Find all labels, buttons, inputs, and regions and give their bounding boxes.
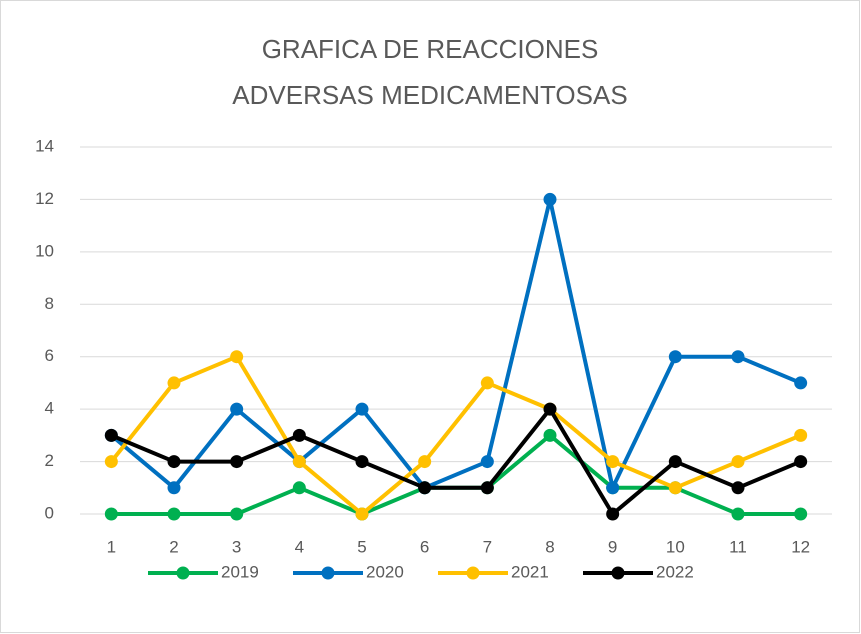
data-point <box>418 455 432 469</box>
data-point <box>606 481 620 495</box>
data-point <box>418 481 432 495</box>
data-point <box>104 507 118 521</box>
series-line <box>110 407 802 516</box>
data-point <box>292 481 306 495</box>
data-point <box>167 455 181 469</box>
data-point <box>104 455 118 469</box>
data-point <box>480 455 494 469</box>
chart-title: GRAFICA DE REACCIONES ADVERSAS MEDICAMEN… <box>232 34 628 110</box>
data-point <box>167 481 181 495</box>
x-tick-label: 4 <box>295 537 304 556</box>
legend-marker <box>176 566 190 580</box>
data-point <box>606 507 620 521</box>
y-tick-label: 2 <box>45 451 54 470</box>
data-point <box>230 507 244 521</box>
data-point <box>480 376 494 390</box>
x-tick-label: 8 <box>545 537 554 556</box>
data-point <box>731 455 745 469</box>
data-point <box>230 402 244 416</box>
data-point <box>480 481 494 495</box>
data-point <box>731 507 745 521</box>
legend-marker <box>321 566 335 580</box>
data-point <box>355 455 369 469</box>
legend-label: 2019 <box>221 562 259 581</box>
data-point <box>543 428 557 442</box>
data-point <box>794 428 808 442</box>
data-point <box>355 507 369 521</box>
data-point <box>606 455 620 469</box>
x-tick-label: 12 <box>791 537 810 556</box>
data-point <box>355 402 369 416</box>
legend-marker <box>466 566 480 580</box>
legend-label: 2020 <box>366 562 404 581</box>
y-tick-label: 12 <box>35 189 54 208</box>
data-point <box>668 481 682 495</box>
y-tick-label: 4 <box>45 399 54 418</box>
data-point <box>668 455 682 469</box>
data-point <box>104 428 118 442</box>
x-tick-label: 9 <box>608 537 617 556</box>
y-tick-label: 14 <box>35 136 54 155</box>
legend-marker <box>611 566 625 580</box>
data-point <box>794 455 808 469</box>
x-tick-label: 3 <box>232 537 241 556</box>
x-tick-label: 2 <box>169 537 178 556</box>
data-point <box>167 507 181 521</box>
x-tick-label: 11 <box>729 537 747 556</box>
data-point <box>794 507 808 521</box>
data-point <box>230 455 244 469</box>
data-point <box>731 350 745 364</box>
y-tick-label: 8 <box>45 294 54 313</box>
data-point <box>543 402 557 416</box>
x-tick-label: 1 <box>107 537 116 556</box>
series-line <box>109 354 802 516</box>
x-tick-label: 5 <box>357 537 366 556</box>
data-point <box>230 350 244 364</box>
x-tick-label: 6 <box>420 537 429 556</box>
data-point <box>543 192 557 206</box>
x-tick-label: 7 <box>483 537 492 556</box>
y-tick-label: 10 <box>35 241 54 260</box>
data-point <box>167 376 181 390</box>
y-tick-label: 0 <box>45 503 54 522</box>
data-point <box>292 455 306 469</box>
series-line <box>110 197 802 490</box>
data-point <box>794 376 808 390</box>
x-tick-label: 10 <box>666 537 685 556</box>
data-point <box>292 428 306 442</box>
legend-label: 2021 <box>511 562 549 581</box>
y-tick-label: 6 <box>45 346 54 365</box>
data-point <box>731 481 745 495</box>
legend-label: 2022 <box>656 562 694 581</box>
data-point <box>668 350 682 364</box>
